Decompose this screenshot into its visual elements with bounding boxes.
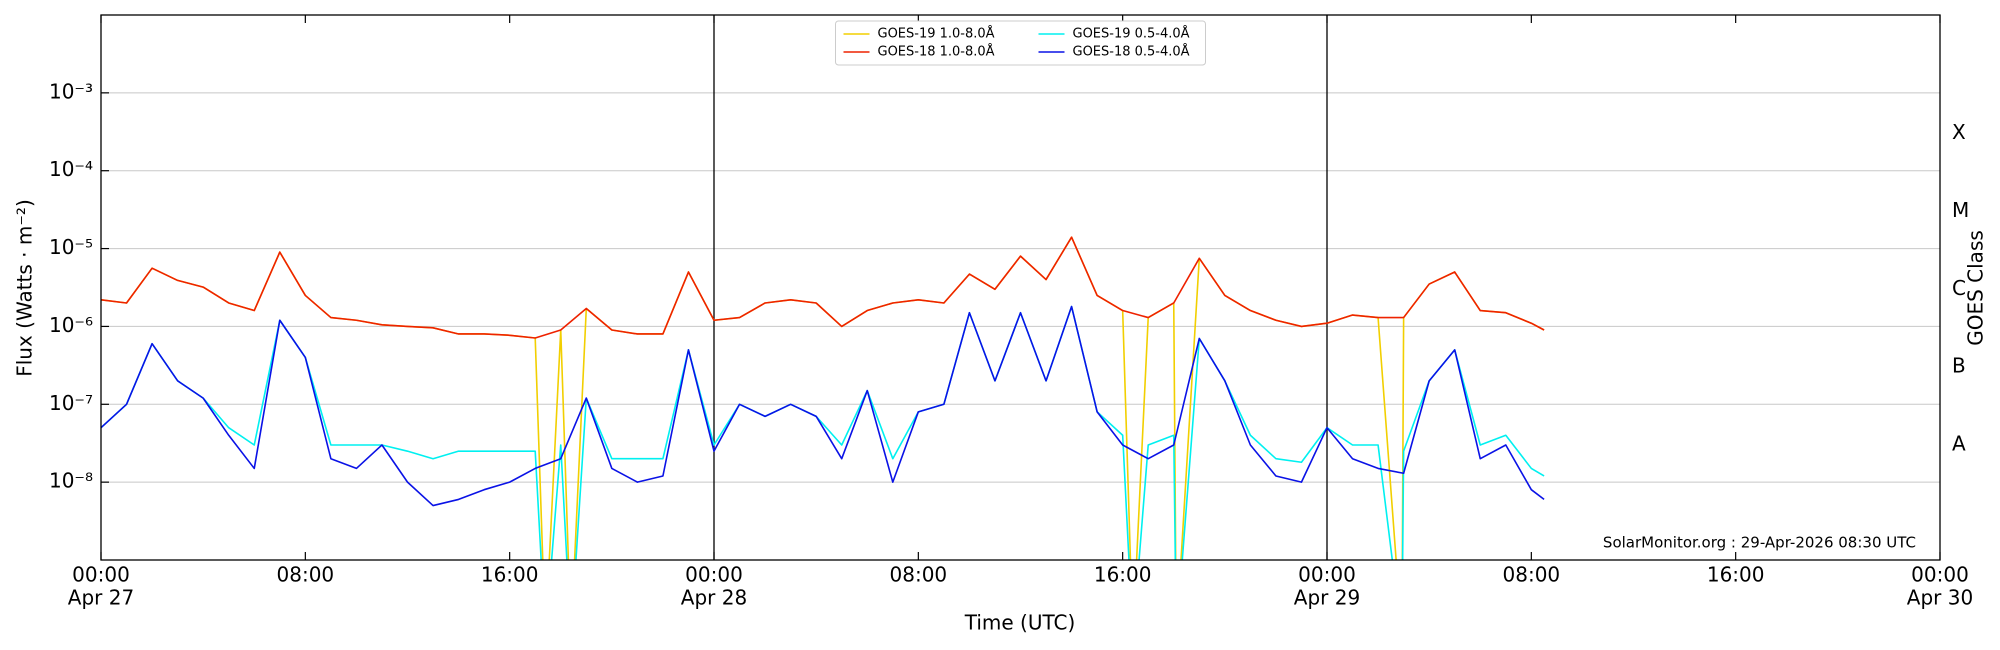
x-tick-label: Apr 28 [681, 586, 747, 610]
x-tick-label: Apr 30 [1907, 586, 1973, 610]
x-tick-label: 16:00 [1707, 563, 1765, 587]
y-tick-label: 10⁻⁴ [49, 157, 93, 181]
series-line [101, 305, 1545, 507]
x-tick-label: 16:00 [1094, 563, 1152, 587]
x-tick-label: 00:00 [72, 563, 130, 587]
y-tick-label: 10⁻⁷ [49, 391, 93, 415]
y2-axis-label: GOES Class [1964, 230, 1988, 346]
x-tick-label: 08:00 [277, 563, 335, 587]
series-line [101, 236, 1545, 339]
x-tick-label: 08:00 [890, 563, 948, 587]
x-axis-label: Time (UTC) [964, 611, 1076, 635]
legend-label: GOES-18 0.5-4.0Å [1073, 44, 1190, 60]
y-tick-label: 10⁻⁸ [49, 469, 93, 493]
y2-tick-label: X [1952, 120, 1966, 144]
y2-tick-label: M [1952, 198, 1969, 222]
legend-label: GOES-18 1.0-8.0Å [878, 44, 995, 60]
y2-tick-label: C [1952, 276, 1966, 300]
y-axis-label: Flux (Watts · m⁻²) [13, 199, 37, 377]
y2-tick-label: B [1952, 354, 1966, 378]
x-tick-label: 16:00 [481, 563, 539, 587]
legend-label: GOES-19 1.0-8.0Å [878, 26, 995, 42]
x-tick-label: 08:00 [1503, 563, 1561, 587]
x-tick-label: 00:00 [1298, 563, 1356, 587]
x-tick-label: 00:00 [685, 563, 743, 587]
legend-label: GOES-19 0.5-4.0Å [1073, 26, 1190, 42]
y-tick-label: 10⁻⁶ [49, 313, 93, 337]
plot-area [101, 236, 1545, 560]
y-tick-label: 10⁻³ [49, 79, 93, 103]
legend-box [835, 20, 1206, 66]
y-tick-label: 10⁻⁵ [49, 235, 93, 259]
plot-frame [100, 14, 1941, 561]
grid-layer [101, 15, 1940, 560]
y2-tick-label: A [1952, 431, 1966, 455]
x-tick-label: 00:00 [1911, 563, 1969, 587]
x-tick-label: Apr 29 [1294, 586, 1360, 610]
x-tick-label: Apr 27 [68, 586, 134, 610]
annotation: SolarMonitor.org : 29-Apr-2026 08:30 UTC [1603, 534, 1916, 552]
series-line [101, 305, 1545, 560]
